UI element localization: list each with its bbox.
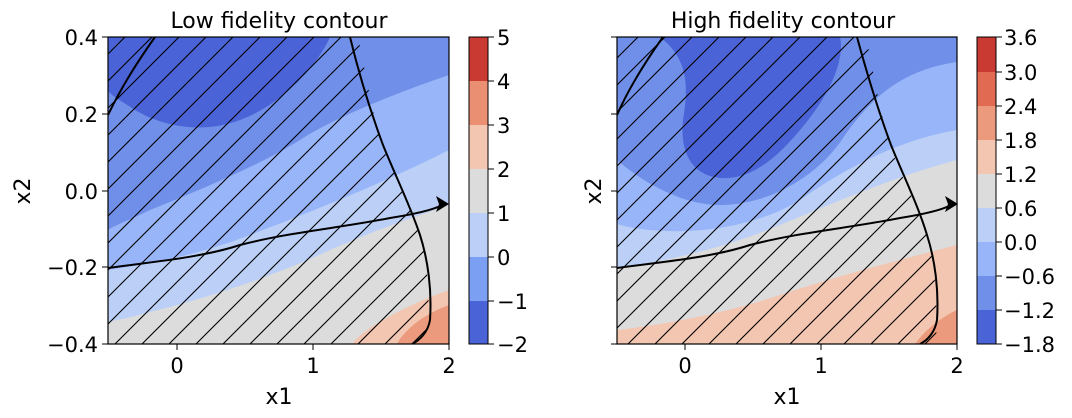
right-xtick-label: 0 — [678, 354, 691, 378]
left-xtick-label: 0 — [170, 354, 183, 378]
left-arrowhead — [436, 196, 449, 212]
left-xaxis: 0 1 2 x1 — [170, 344, 456, 410]
right-chart-title: High fidelity contour — [671, 9, 896, 34]
right-colorbar-label: 3.0 — [1004, 61, 1037, 85]
left-colorbar-label: −2 — [497, 333, 528, 357]
right-xtick-label: 2 — [950, 354, 963, 378]
left-ytick-label: −0.2 — [47, 256, 98, 280]
right-xlabel: x1 — [773, 385, 800, 410]
left-hatched-region — [108, 37, 429, 344]
left-contour-fills — [108, 37, 449, 344]
left-ytick-label: 0.2 — [65, 103, 98, 127]
left-boundary-curve — [349, 37, 432, 344]
right-yaxis: x2 — [582, 36, 617, 345]
left-colorbar-label: 2 — [497, 158, 510, 182]
right-colorbar-label: 1.8 — [1004, 129, 1037, 153]
right-colorbar-label: 0.0 — [1004, 231, 1037, 255]
right-corner-curve — [617, 37, 664, 116]
right-boundary-curve — [856, 37, 939, 344]
left-corner-curve — [108, 37, 156, 116]
right-ylabel: x2 — [582, 177, 607, 204]
right-colorbar-label: −1.8 — [1004, 333, 1055, 357]
left-colorbar-ticks: −2 −1 0 1 2 3 4 5 — [488, 26, 528, 357]
left-colorbar-label: 5 — [497, 26, 510, 50]
right-colorbar-label: 2.4 — [1004, 95, 1037, 119]
right-colorbar: −1.8 −1.2 −0.6 0.0 0.6 1.2 1.8 2.4 3.0 3… — [976, 26, 1055, 357]
left-xtick-label: 2 — [442, 354, 455, 378]
right-xaxis: 0 1 2 x1 — [678, 344, 964, 410]
right-colorbar-label: 0.6 — [1004, 197, 1037, 221]
right-contour-fills — [617, 37, 957, 344]
right-colorbar-label: 1.2 — [1004, 163, 1037, 187]
left-ytick-label: 0.0 — [65, 180, 98, 204]
right-colorbar-ticks: −1.8 −1.2 −0.6 0.0 0.6 1.2 1.8 2.4 3.0 3… — [996, 26, 1055, 357]
left-arrow-path — [108, 205, 441, 269]
right-xtick-label: 1 — [814, 354, 827, 378]
right-arrowhead — [945, 196, 958, 212]
left-colorbar-label: 4 — [497, 70, 510, 94]
right-arrow-path — [617, 205, 950, 269]
left-chart-title: Low fidelity contour — [170, 9, 388, 34]
high-fidelity-panel: High fidelity contour x2 — [582, 9, 1055, 410]
right-colorbar-label: −0.6 — [1004, 265, 1055, 289]
right-hatched-region — [617, 37, 937, 344]
low-fidelity-panel: Low fidelity contour −0.4 −0.2 — [11, 9, 528, 410]
left-xtick-label: 1 — [306, 354, 319, 378]
right-colorbar-label: 3.6 — [1004, 26, 1037, 50]
left-colorbar-label: 1 — [497, 202, 510, 226]
right-colorbar-label: −1.2 — [1004, 299, 1055, 323]
left-ylabel: x2 — [11, 177, 36, 204]
left-xlabel: x1 — [265, 385, 292, 410]
left-ytick-label: −0.4 — [47, 333, 98, 357]
left-colorbar: −2 −1 0 1 2 3 4 5 — [468, 26, 528, 357]
left-yaxis: −0.4 −0.2 0.0 0.2 0.4 x2 — [11, 26, 108, 357]
left-ytick-label: 0.4 — [65, 26, 98, 50]
left-colorbar-label: 0 — [497, 246, 510, 270]
left-colorbar-label: −1 — [497, 290, 528, 314]
left-colorbar-label: 3 — [497, 114, 510, 138]
